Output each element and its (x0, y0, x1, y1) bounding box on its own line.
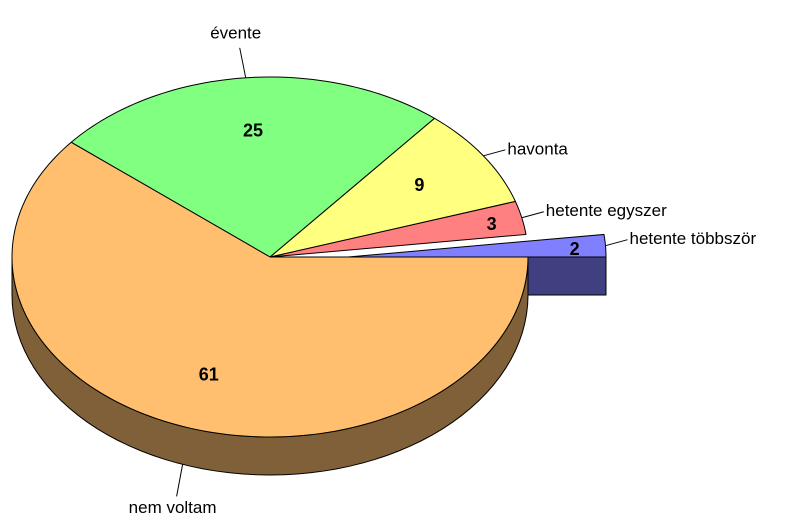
category-label: évente (210, 23, 261, 42)
tops (11, 76, 607, 438)
slice (11, 141, 529, 438)
slice (269, 200, 527, 258)
category-label: havonta (507, 139, 568, 158)
labels: 2 hetente többször 3 hetente egyszer 9 havont… (129, 23, 757, 517)
value-label: 9 (414, 175, 424, 195)
value-label: 2 (570, 239, 580, 259)
slice (70, 76, 436, 258)
category-label: hetente többször (629, 229, 756, 248)
category-label: hetente egyszer (546, 201, 667, 220)
leader-line (239, 47, 247, 78)
leader-line (176, 464, 184, 497)
value-label: 3 (487, 214, 497, 234)
leader-line (605, 239, 628, 247)
leader-line (483, 149, 506, 157)
category-label: nem voltam (129, 498, 217, 517)
leader-line (521, 211, 544, 219)
value-label: 25 (243, 120, 263, 140)
value-label: 61 (199, 364, 219, 384)
slice (269, 117, 517, 258)
